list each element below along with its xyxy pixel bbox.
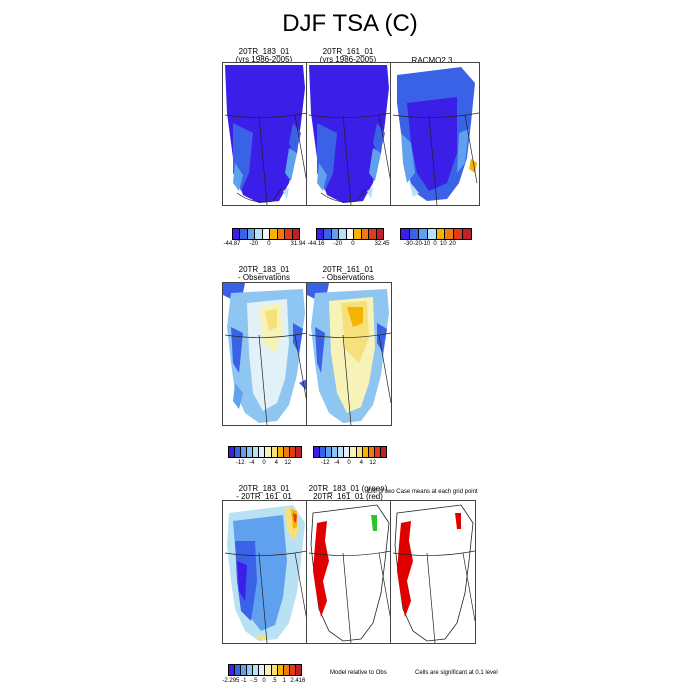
panel-title-line1: 20TR_183_01 (green) <box>308 484 388 493</box>
colorbar-labels-r1c3: -30 -20 -10 0 10 20 <box>404 241 456 247</box>
panel-title-line2: (yrs 1986-2005) <box>319 55 377 64</box>
map-panel-183-abs <box>222 62 308 206</box>
greenland-map <box>307 501 391 643</box>
colorbar-r1c3 <box>400 228 472 240</box>
greenland-map <box>223 63 307 205</box>
panel-title-line2: - Observations <box>321 273 375 282</box>
panel-title-r3c1: 20TR_183_01 - 20TR_161_01 <box>204 485 324 501</box>
greenland-map <box>223 501 307 643</box>
colorbar-labels-r1c2: -44.16 -20 0 32.45 <box>307 241 390 247</box>
colorbar-r2c1 <box>228 446 302 458</box>
map-panel-significance <box>390 500 476 644</box>
greenland-map <box>223 283 307 425</box>
panel-title-line1: 20TR_183_01 <box>238 47 290 56</box>
panel-title-line1: 20TR_161_01 <box>322 47 374 56</box>
map-panel-161-minus-obs <box>306 282 392 426</box>
colorbar-labels-r2c1: -12 -4 0 4 12 <box>235 460 292 466</box>
panel-title-r1c2: 20TR_161_01 (yrs 1986-2005) <box>288 48 408 64</box>
colorbar-r3c1 <box>228 664 302 676</box>
panel-title-line2: - 20TR_161_01 <box>236 492 292 501</box>
panel-title-r1c3: RACMO2.3 <box>372 57 492 65</box>
colorbar-labels-r1c1: -44.87 -20 0 31.94 <box>223 241 306 247</box>
overlay-note: Diff of two Case means at each grid poin… <box>368 489 478 495</box>
map-panel-161-abs <box>306 62 392 206</box>
panel-title-line1: RACMO2.3 <box>411 56 453 65</box>
panel-title-r2c2: 20TR_161_01 - Observations <box>288 266 408 282</box>
greenland-map <box>307 63 391 205</box>
panel-title-line1: 20TR_161_01 <box>322 265 374 274</box>
colorbar-r1c2 <box>316 228 384 240</box>
panel-title-line2: 20TR_161_01 (red) <box>313 492 383 501</box>
note-model-relative: Model relative to Obs <box>330 670 387 676</box>
colorbar-labels-r3c1: -2.295 -1 -.5 0 .5 1 2.416 <box>222 678 306 684</box>
colorbar-r2c2 <box>313 446 387 458</box>
panel-title-line1: 20TR_183_01 <box>238 265 290 274</box>
panel-title-r1c1: 20TR_183_01 (yrs 1986-2005) <box>204 48 324 64</box>
colorbar-r1c1 <box>232 228 300 240</box>
map-panel-183-minus-obs <box>222 282 308 426</box>
panel-title-r2c1: 20TR_183_01 - Observations <box>204 266 324 282</box>
greenland-map <box>307 283 391 425</box>
colorbar-labels-r2c2: -12 -4 0 4 12 <box>320 460 377 466</box>
panel-title-r3c2: 20TR_183_01 (green) 20TR_161_01 (red) <box>288 485 408 501</box>
map-panel-183-minus-161 <box>222 500 308 644</box>
figure-title: DJF TSA (C) <box>282 10 418 37</box>
panel-title-line2: - Observations <box>237 273 291 282</box>
map-panel-significance-green-red <box>306 500 392 644</box>
note-significance: Cells are significant at 0.1 level <box>415 670 498 676</box>
greenland-map <box>391 501 475 643</box>
greenland-map <box>391 63 479 205</box>
map-panel-racmo <box>390 62 480 206</box>
panel-title-line1: 20TR_183_01 <box>238 484 290 493</box>
panel-title-line2: (yrs 1986-2005) <box>235 55 293 64</box>
